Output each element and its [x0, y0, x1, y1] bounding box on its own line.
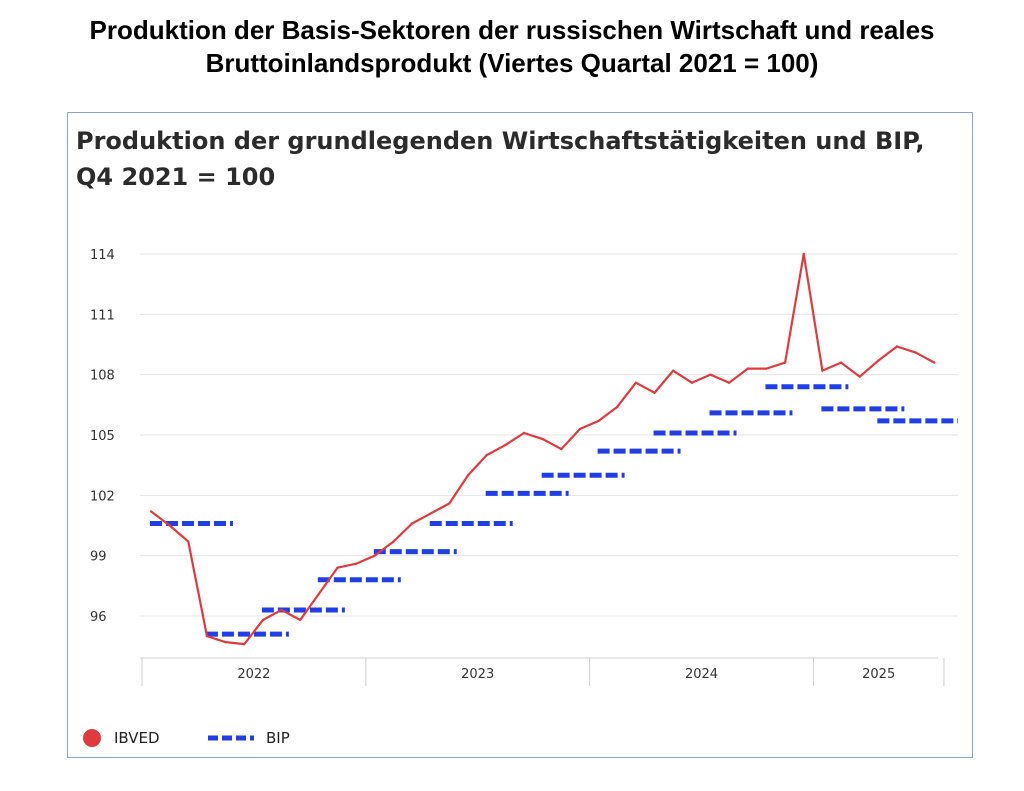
legend-ibved-label: IBVED [114, 729, 160, 747]
x-tick-label: 2025 [862, 667, 895, 682]
ibved-point [317, 592, 321, 596]
ibved-point [858, 375, 861, 378]
ibved-point [373, 554, 376, 557]
ibved-point [690, 381, 694, 384]
ibved-point [839, 361, 843, 364]
ibved-point [299, 618, 302, 622]
y-tick-label: 102 [90, 489, 115, 504]
chart-title: Produktion der grundlegenden Wirtschafts… [76, 123, 956, 195]
ibved-point [672, 369, 675, 372]
y-tick-label: 99 [90, 550, 107, 565]
ibved-point [895, 345, 899, 348]
ibved-point [280, 608, 283, 612]
ibved-point [616, 405, 619, 409]
ibved-point [243, 642, 246, 646]
x-axis: 2022 2023 2024 2025 [140, 657, 945, 686]
ibved-point [560, 447, 563, 451]
ibved-point [578, 427, 582, 431]
ibved-point [709, 373, 712, 376]
ibved-line [150, 252, 935, 646]
ibved-point [224, 640, 227, 644]
ibved-point [261, 618, 265, 622]
page-title-line-2: Bruttoinlandsprodukt (Viertes Quartal 20… [205, 48, 819, 78]
ibved-point [877, 359, 880, 362]
ibved-point [187, 540, 190, 543]
chart-title-line-2: Q4 2021 = 100 [76, 163, 276, 191]
ibved-point [485, 453, 488, 457]
ibved-series [149, 252, 936, 646]
ibved-point [597, 419, 600, 423]
ibved-point [933, 361, 936, 364]
ibved-point [448, 502, 451, 505]
legend-bip-label: BIP [266, 729, 290, 747]
ibved-point [541, 437, 544, 441]
ibved-point [354, 562, 358, 565]
ibved-point [914, 351, 917, 354]
legend-ibved-marker [83, 729, 101, 747]
chart-title-line-1: Produktion der grundlegenden Wirtschafts… [76, 127, 925, 155]
ibved-point [653, 391, 656, 394]
page-title-line-1: Produktion der Basis-Sektoren der russis… [89, 15, 935, 45]
page-title: Produktion der Basis-Sektoren der russis… [0, 14, 1024, 80]
y-tick-label: 96 [90, 610, 107, 625]
y-tick-label: 105 [90, 429, 115, 444]
ibved-point [149, 510, 153, 513]
ibved-point [410, 522, 414, 525]
ibved-point [727, 381, 731, 384]
ibved-point [504, 443, 507, 447]
ibved-point [336, 566, 339, 569]
ibved-point [168, 524, 171, 527]
chart-frame: Produktion der grundlegenden Wirtschafts… [67, 112, 973, 758]
ibved-point [634, 381, 638, 384]
ibved-point [429, 512, 432, 515]
bip-series [150, 384, 958, 637]
legend: IBVED BIP [83, 729, 290, 747]
ibved-point [746, 367, 749, 370]
chart-svg: 96 99 102 105 108 111 114 2022 2023 2024 2025 IBV… [83, 248, 958, 747]
ibved-point [205, 634, 209, 638]
x-tick-label: 2023 [461, 667, 494, 682]
grid-layer: 96 99 102 105 108 111 114 [90, 248, 958, 625]
ibved-point [821, 369, 824, 372]
ibved-point [466, 474, 470, 477]
y-tick-label: 111 [90, 308, 115, 323]
ibved-point [522, 431, 526, 435]
ibved-point [802, 252, 805, 256]
y-tick-label: 114 [90, 248, 115, 263]
x-tick-label: 2024 [685, 667, 718, 682]
ibved-point [392, 540, 395, 543]
ibved-point [783, 361, 787, 364]
x-tick-label: 2022 [237, 667, 270, 682]
ibved-point [765, 367, 768, 370]
y-tick-label: 108 [90, 369, 115, 384]
